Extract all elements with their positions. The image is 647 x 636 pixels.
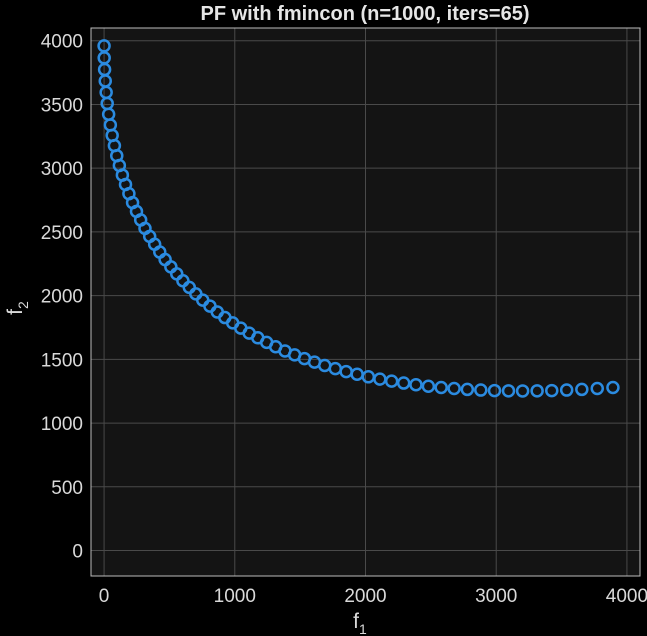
data-point — [559, 383, 574, 397]
data-point — [530, 384, 544, 398]
data-point — [487, 383, 502, 398]
x-tick-label: 3000 — [475, 586, 517, 607]
data-point — [384, 374, 399, 388]
data-point — [460, 382, 475, 397]
data-point — [501, 384, 516, 398]
y-tick-label: 2000 — [41, 287, 83, 308]
y-tick-label: 0 — [72, 542, 83, 563]
x-tick-label: 4000 — [606, 586, 647, 607]
data-point — [409, 377, 423, 392]
y-tick-label: 3000 — [41, 159, 83, 180]
x-axis-label: f1 — [353, 610, 367, 636]
x-tick-label: 1000 — [214, 586, 256, 607]
x-axis-label-main: f — [353, 610, 359, 633]
data-point — [434, 380, 448, 395]
y-tick-label: 1000 — [41, 414, 83, 435]
data-point — [590, 381, 605, 396]
plot-frame — [90, 27, 641, 577]
x-tick-labels: 0 1000 2000 3000 4000 — [99, 586, 647, 607]
y-tick-labels: 0 500 1000 1500 2000 2500 3000 3500 4000 — [41, 32, 83, 563]
data-point — [421, 379, 436, 393]
y-tick-label: 1500 — [41, 350, 83, 371]
data-point — [474, 383, 488, 397]
x-tick-label: 0 — [99, 586, 110, 607]
data-point — [447, 381, 461, 396]
y-tick-label: 3500 — [41, 95, 83, 116]
data-points — [97, 39, 620, 398]
chart-title: PF with fmincon (n=1000, iters=65) — [201, 3, 530, 25]
y-tick-label: 4000 — [41, 32, 83, 53]
x-tick-label: 2000 — [344, 586, 386, 607]
y-axis-label: f2 — [4, 301, 31, 315]
y-tick-label: 2500 — [41, 223, 83, 244]
grid — [91, 28, 640, 576]
y-axis-label-main: f — [4, 309, 27, 315]
data-point — [396, 376, 411, 390]
y-tick-label: 500 — [51, 478, 83, 499]
y-axis-label-subscript: 2 — [15, 301, 31, 309]
data-point — [606, 380, 620, 395]
data-point — [545, 383, 559, 398]
x-axis-label-subscript: 1 — [359, 621, 367, 636]
data-point — [515, 384, 530, 398]
data-point — [575, 382, 589, 397]
